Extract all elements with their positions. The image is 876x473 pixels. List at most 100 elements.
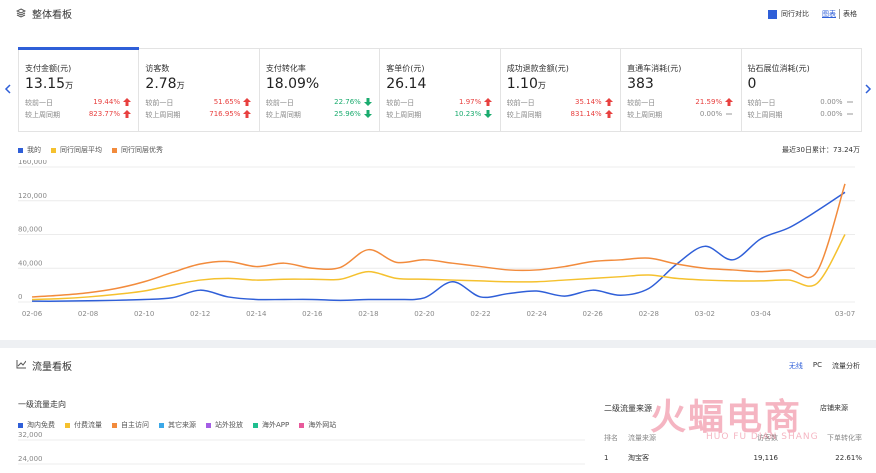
- x-tick-label: 02-18: [358, 310, 378, 318]
- metric-card[interactable]: 支付金额(元) 13.15万 较前一日 19.44% 较上周同期 823.77%: [17, 47, 140, 131]
- prev-arrow[interactable]: [4, 84, 12, 94]
- trend-shape: [363, 98, 372, 106]
- trend-shape: [363, 110, 372, 118]
- metric-unit: 万: [176, 81, 185, 90]
- trend-shape: [484, 110, 493, 118]
- x-tick-label: 03-04: [751, 310, 772, 318]
- watermark-title: 火蝠电商: [650, 397, 803, 438]
- chart-legend: 我的 同行同层平均 同行同层优秀: [18, 145, 173, 155]
- trend-icon: [604, 98, 613, 106]
- legend-item[interactable]: 站外投放: [206, 420, 243, 430]
- trend-icon: [363, 98, 372, 106]
- legend-item[interactable]: 付费流量: [65, 420, 102, 430]
- metric-unit: 万: [537, 81, 546, 90]
- view-tab[interactable]: 表格: [839, 9, 860, 19]
- legend-item[interactable]: 海外网站: [299, 420, 336, 430]
- legend-swatch: [65, 422, 70, 428]
- metric-value-row: 1.10万: [507, 76, 620, 92]
- metric-card[interactable]: 访客数 2.78万 较前一日 51.65% 较上周同期 716.95%: [139, 49, 260, 131]
- comparison-value: 22.76%: [334, 98, 361, 106]
- trend-icon: [123, 98, 131, 106]
- trend-icon: [604, 110, 613, 118]
- legend-item[interactable]: 自主访问: [112, 420, 149, 430]
- comparison-value: 823.77%: [88, 110, 120, 118]
- comparison-label: 较上周同期: [145, 111, 181, 119]
- legend-item[interactable]: 其它来源: [159, 420, 196, 430]
- traffic-panel: 流量看板 无线 PC 流量分析 一级流量走向 淘内免费 付费流量 自主访问 其它来源 站外投…: [0, 348, 876, 473]
- metric-card[interactable]: 支付转化率 18.09% 较前一日 22.76% 较上周同期 25.96%: [260, 49, 381, 131]
- legend-label: 海外网站: [308, 421, 337, 429]
- series-line: [31, 234, 846, 301]
- traffic-title: 流量看板: [32, 362, 72, 373]
- y-tick-label: 24,000: [18, 455, 43, 463]
- trend-icon: [243, 98, 252, 106]
- metric-value: 26.14: [386, 76, 427, 92]
- legend-swatch: [206, 422, 211, 428]
- traffic-chart: 32,000 24,000: [18, 432, 585, 465]
- y-tick-label: 32,000: [18, 432, 43, 439]
- traffic-tab[interactable]: PC: [812, 361, 822, 369]
- legend-swatch: [51, 147, 56, 153]
- legend-item[interactable]: 海外APP: [253, 420, 289, 430]
- traffic-tab[interactable]: 流量分析: [832, 362, 860, 370]
- y-tick-label: 80,000: [18, 226, 43, 234]
- layers-icon: [16, 8, 26, 18]
- trend-shape: [243, 110, 252, 118]
- comparison: 较上周同期 823.77%: [25, 110, 131, 120]
- compare-toggle[interactable]: 同行对比 图表 表格: [768, 9, 860, 19]
- comparison-label: 较上周同期: [506, 111, 542, 119]
- view-tabs: 图表 表格: [819, 9, 860, 19]
- metric-card[interactable]: 直通车消耗(元) 383 较前一日 21.59% 较上周同期 0.00%: [621, 49, 742, 131]
- table-row-cell: 22.61%: [835, 454, 862, 462]
- next-arrow[interactable]: [864, 84, 872, 94]
- x-tick-label: 02-26: [583, 310, 604, 318]
- x-tick-label: 02-08: [78, 310, 98, 318]
- metric-title: 成功退款金额(元): [506, 64, 569, 73]
- metric-card[interactable]: 成功退款金额(元) 1.10万 较前一日 35.14% 较上周同期 831.14%: [501, 49, 622, 131]
- view-tab[interactable]: 图表: [822, 10, 836, 18]
- table-row-cell: 1: [604, 454, 609, 462]
- comparison: 较前一日 1.97%: [386, 98, 493, 108]
- metric-unit: 万: [65, 81, 74, 90]
- comparison-value: 21.59%: [695, 98, 723, 106]
- traffic-tab[interactable]: 无线: [788, 362, 803, 370]
- trend-shape: [604, 98, 613, 106]
- comparison-label: 较前一日: [506, 99, 535, 107]
- metric-card[interactable]: 钻石展位消耗(元) 0 较前一日 0.00% 较上周同期 0.00%: [742, 49, 861, 131]
- metric-value-row: 18.09%: [266, 76, 379, 92]
- metric-value: 0: [747, 76, 757, 92]
- legend-label: 付费流量: [74, 421, 102, 429]
- trend-shape: [484, 98, 493, 106]
- comparison-value: 19.44%: [93, 98, 120, 106]
- legend-label: 其它来源: [168, 421, 196, 429]
- legend-item[interactable]: 同行同层优秀: [112, 145, 163, 155]
- table-row: 1 淘宝客 19,116 22.61%: [604, 448, 862, 468]
- comparison-value: 10.23%: [454, 110, 482, 118]
- legend-swatch: [18, 147, 23, 153]
- checkbox[interactable]: [768, 9, 777, 19]
- secondary-link[interactable]: 店铺来源: [820, 404, 848, 412]
- metric-value-row: 26.14: [386, 76, 499, 92]
- metric-title: 直通车消耗(元): [627, 64, 682, 73]
- legend-item[interactable]: 我的: [18, 145, 41, 155]
- comparison-value: 0.00%: [820, 110, 843, 118]
- secondary-title: 二级流量来源: [604, 404, 652, 413]
- comparison: 较前一日 35.14%: [507, 98, 613, 108]
- legend-label: 同行同层平均: [60, 146, 102, 154]
- metric-card[interactable]: 客单价(元) 26.14 较前一日 1.97% 较上周同期 10.23%: [380, 49, 501, 131]
- trend-shape: [604, 110, 613, 118]
- comparison: 较上周同期 0.00%: [748, 110, 854, 120]
- comparison: 较前一日 21.59%: [627, 98, 734, 108]
- legend-item[interactable]: 淘内免费: [18, 420, 55, 430]
- x-tick-label: 02-28: [639, 310, 659, 318]
- metric-title: 访客数: [145, 64, 170, 73]
- traffic-tabs: 无线 PC 流量分析: [779, 361, 860, 371]
- x-tick-label: 02-06: [22, 310, 43, 318]
- trend-icon: [123, 110, 131, 118]
- comparison: 较前一日 0.00%: [748, 98, 854, 108]
- trend-icon: [484, 110, 493, 118]
- trend-chart: 0 40,000 80,000 120,000 160,000 02-06 02-08 02-…: [18, 160, 855, 318]
- comparison-value: 51.65%: [213, 98, 241, 106]
- legend-item[interactable]: 同行同层平均: [51, 145, 102, 155]
- secondary-table: 排名 流量来源 访客数 下单转化率 1 淘宝客 19,116 22.61%: [604, 428, 862, 468]
